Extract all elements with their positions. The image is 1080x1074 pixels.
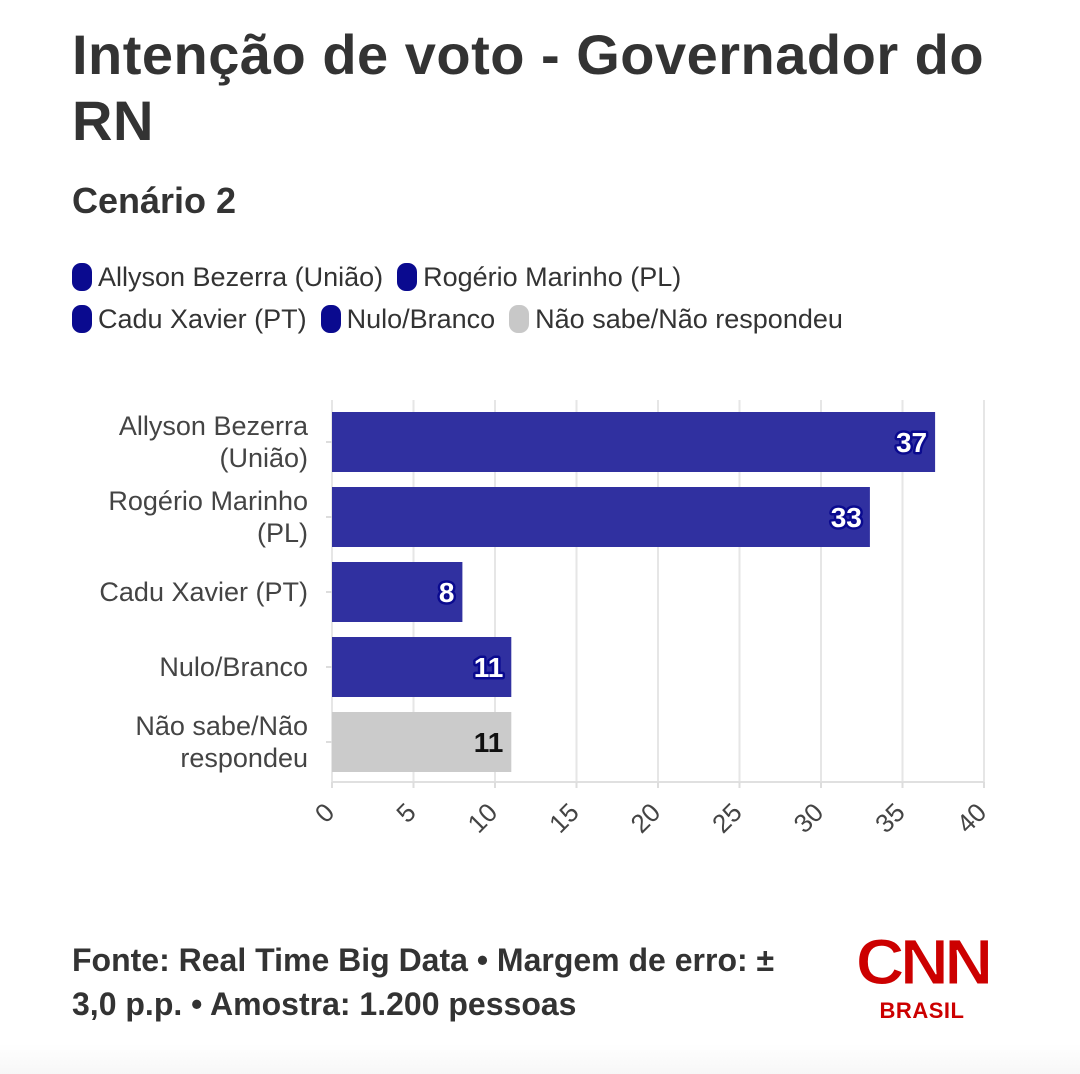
legend-label: Allyson Bezerra (União) [98, 262, 384, 292]
legend-label: Cadu Xavier (PT) [98, 304, 307, 334]
legend-swatch-icon [397, 263, 418, 291]
chart-title: Intenção de voto - Governador do RN [72, 23, 985, 152]
x-tick-label: 35 [869, 797, 911, 839]
bar-chart: 0 5 10 15 20 25 30 35 40 Allyson Bezerra (União) 37… [99, 400, 993, 839]
bar [332, 712, 512, 772]
category-label: Allyson Bezerra (União) [119, 411, 309, 473]
legend-label: Rogério Marinho (PL) [423, 262, 682, 292]
cnn-logo-mark: CNN [855, 926, 993, 998]
category-label: Não sabe/Não respondeu [135, 711, 308, 773]
legend-swatch-icon [320, 305, 341, 333]
x-tick-label: 10 [462, 797, 504, 839]
legend-label: Não sabe/Não respondeu [535, 304, 843, 334]
legend-swatch-icon [72, 263, 92, 291]
bar [332, 637, 512, 697]
category-label: Rogério Marinho (PL) [108, 486, 308, 548]
bar-value-label: 11 [474, 727, 504, 758]
legend-swatch-icon [72, 305, 92, 333]
bar [332, 487, 870, 547]
x-tick-label: 30 [788, 797, 830, 839]
legend: Allyson Bezerra (União) Rogério Marinho … [72, 256, 1032, 340]
bar-value-label: 33 [831, 502, 862, 533]
x-tick-label: 15 [543, 797, 585, 839]
legend-item-nao-sabe: Não sabe/Não respondeu [509, 298, 843, 340]
legend-item-nulo: Nulo/Branco [320, 298, 496, 340]
source-note: Fonte: Real Time Big Data • Margem de er… [72, 942, 775, 1022]
category-label: Cadu Xavier (PT) [99, 577, 308, 607]
chart-subtitle: Cenário 2 [72, 180, 237, 221]
bar [332, 412, 936, 472]
legend-label: Nulo/Branco [346, 304, 496, 334]
legend-swatch-icon [509, 305, 530, 333]
legend-item-rogerio: Rogério Marinho (PL) [397, 256, 681, 298]
x-tick-label: 5 [390, 797, 421, 828]
x-tick-label: 40 [951, 797, 993, 839]
bar-value-label: 8 [439, 577, 455, 608]
x-tick-label: 0 [309, 797, 340, 828]
category-label: Nulo/Branco [159, 652, 308, 682]
legend-item-cadu: Cadu Xavier (PT) [72, 298, 307, 340]
cnn-logo-sub: BRASIL [879, 998, 965, 1023]
legend-item-allyson: Allyson Bezerra (União) [72, 256, 383, 298]
cnn-brasil-logo: CNN BRASIL [852, 926, 993, 1024]
bottom-shadow [0, 1044, 1080, 1074]
bar [332, 562, 463, 622]
bar-value-label: 37 [896, 427, 927, 458]
bar-value-label: 11 [474, 652, 504, 683]
x-tick-label: 25 [706, 797, 748, 839]
x-tick-label: 20 [625, 797, 667, 839]
